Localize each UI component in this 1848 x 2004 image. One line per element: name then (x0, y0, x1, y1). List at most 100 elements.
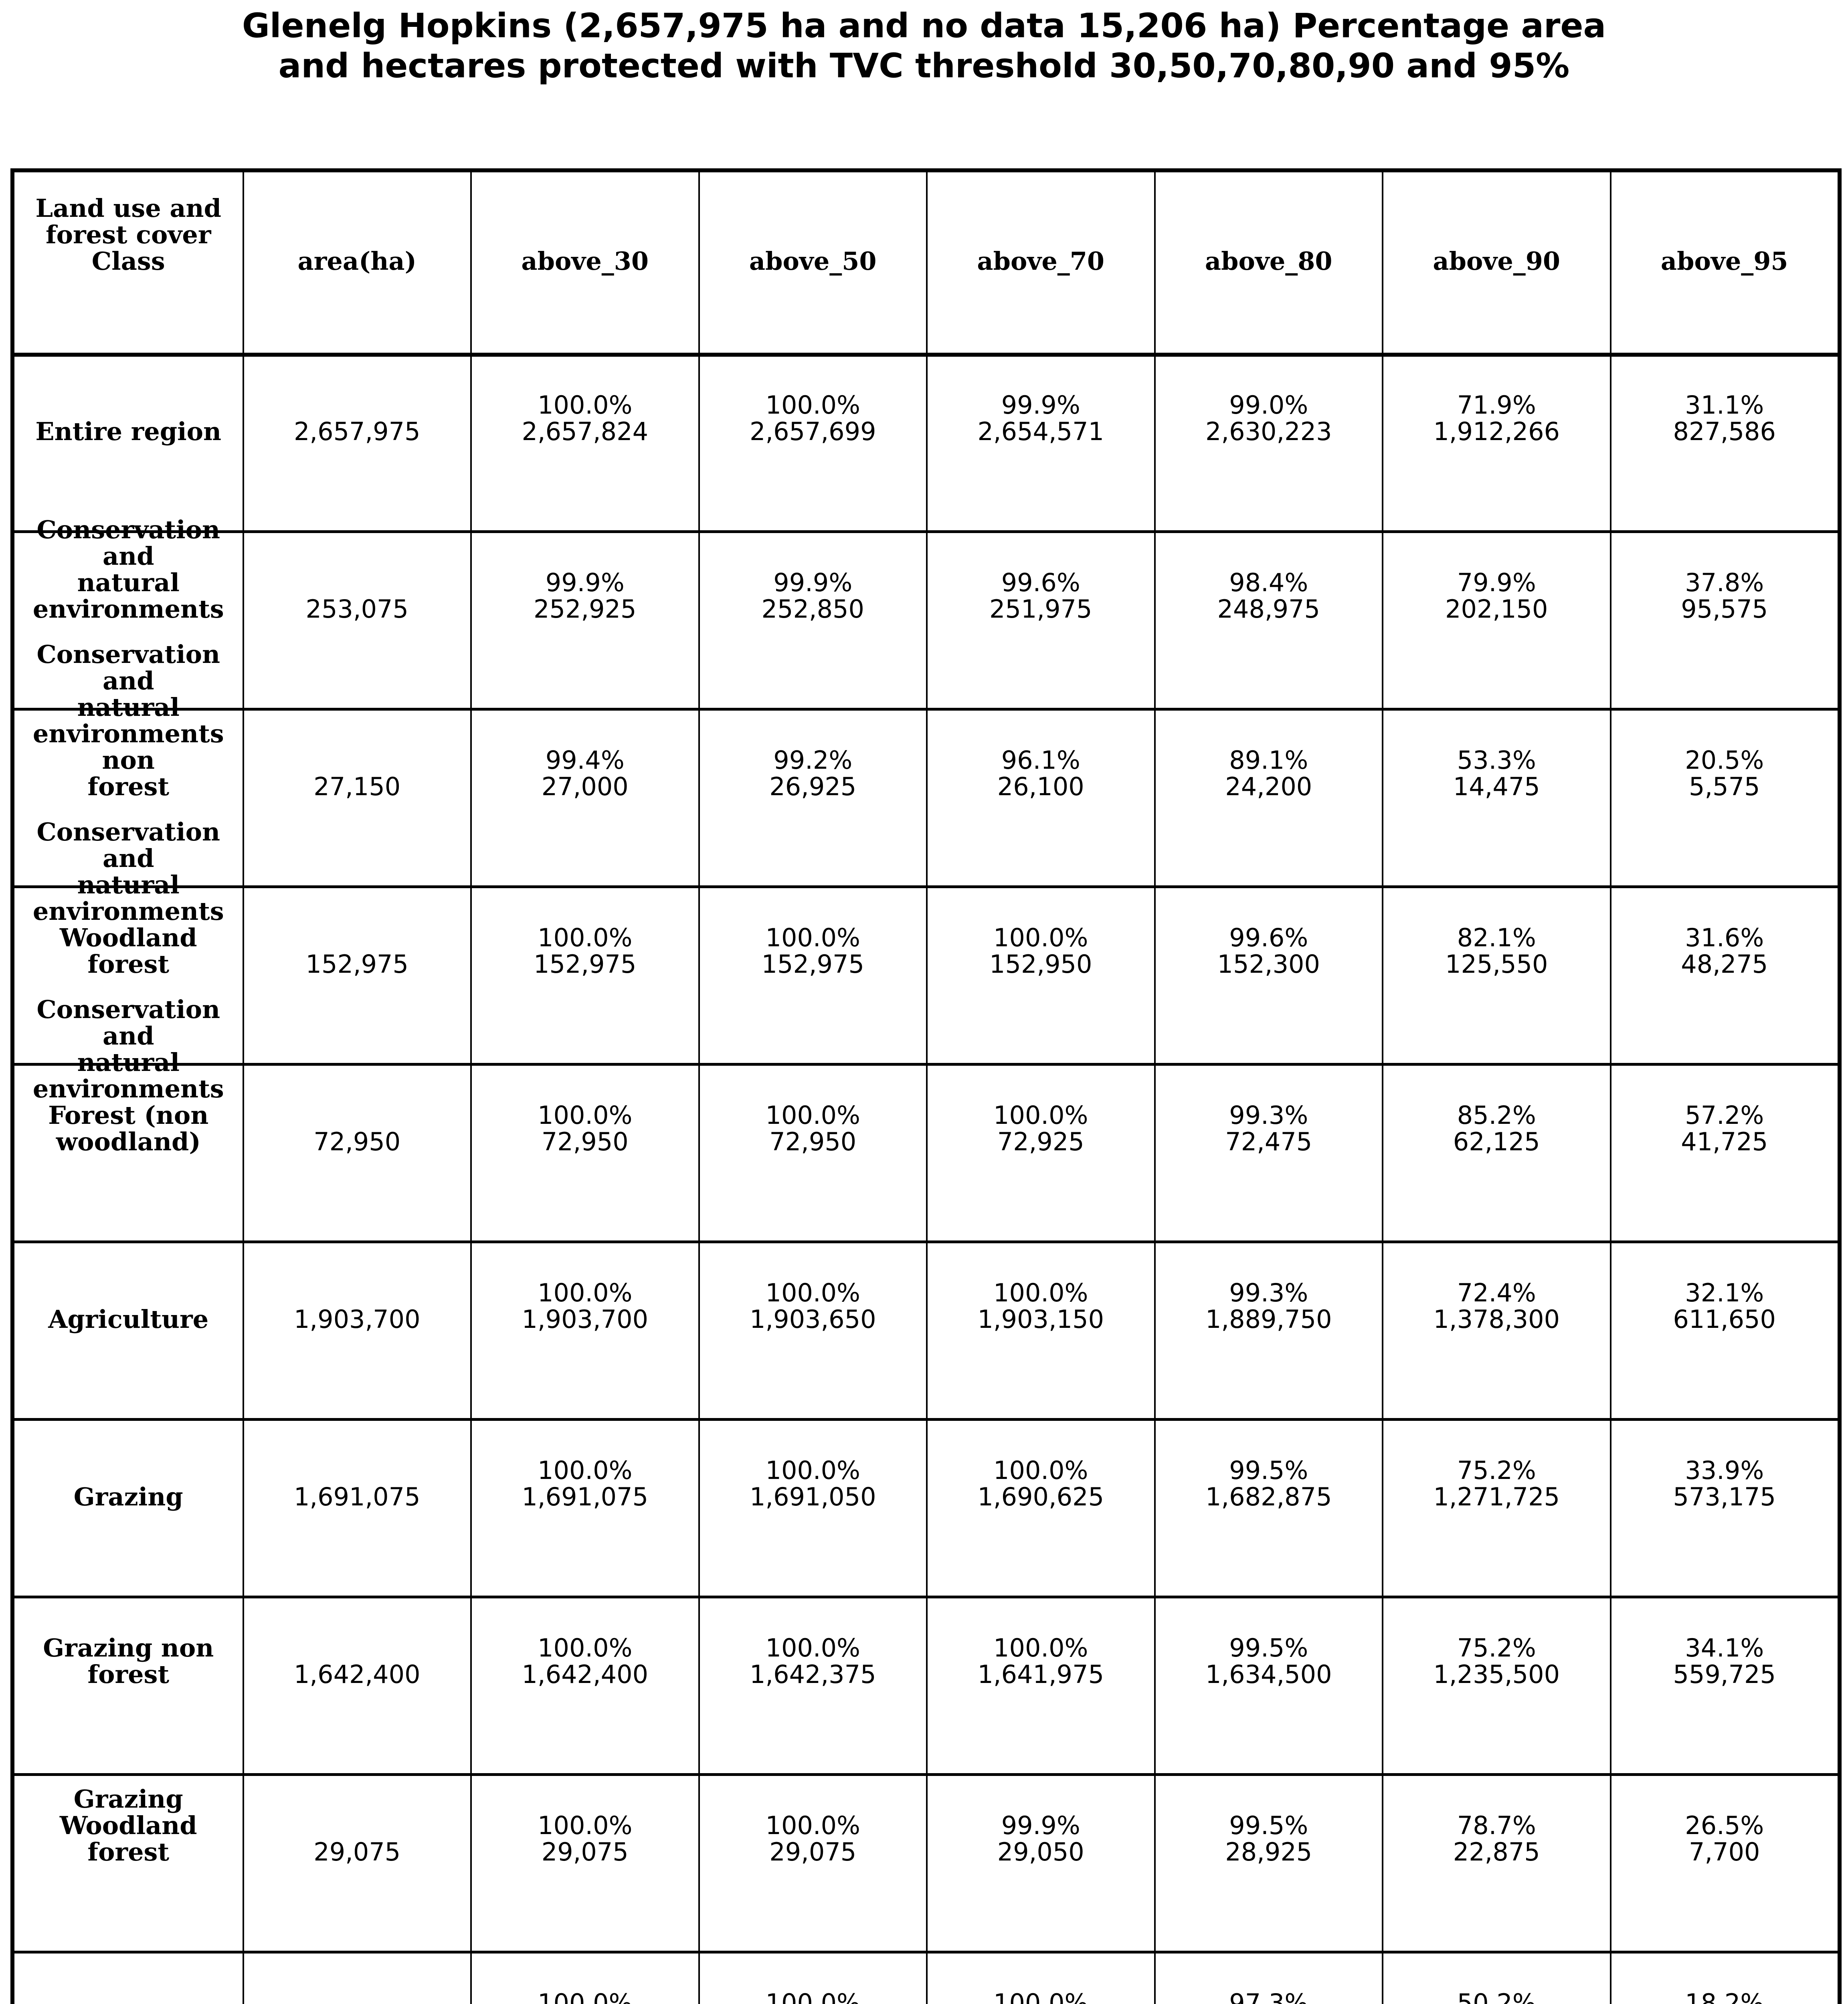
threshold-cell-above_95: 31.1% 827,586 (1609, 357, 1838, 530)
table-header-row: Land use and forest cover Class area(ha) a… (14, 172, 1838, 353)
percent-value: 37.8% (1685, 568, 1764, 597)
threshold-cell-above_50: 100.0% 1,691,050 (698, 1421, 926, 1596)
header-label: Land use and forest cover Class (35, 194, 221, 276)
percent-value: 99.2% (773, 745, 853, 775)
percent-value: 99.3% (1229, 1278, 1308, 1307)
area-value: 1,642,400 (293, 1660, 421, 1689)
threshold-cell-above_90: 75.2% 1,235,500 (1382, 1598, 1610, 1773)
percent-value: 99.6% (1229, 923, 1308, 952)
percent-value: 71.9% (1457, 390, 1536, 420)
hectares-value: 1,634,500 (1205, 1660, 1332, 1689)
threshold-cell-above_90: 78.7% 22,875 (1382, 1776, 1610, 1951)
threshold-cell-above_95: 32.1% 611,650 (1609, 1243, 1838, 1418)
header-cell-2: above_30 (470, 172, 698, 353)
row-label: Grazing Woodland forest (59, 1784, 197, 1867)
percent-value: 99.0% (1229, 390, 1308, 420)
table-row: Conservation and natural environments Fo… (14, 996, 1838, 1240)
hectares-value: 72,950 (541, 1127, 629, 1156)
threshold-cell-above_30: 100.0% 2,657,824 (470, 357, 698, 530)
row-label: Grazing non forest (43, 1633, 214, 1689)
area-value: 1,903,700 (293, 1305, 421, 1334)
header-cell-3: above_50 (698, 172, 926, 353)
hectares-value: 611,650 (1673, 1305, 1776, 1334)
threshold-cell-above_50: 100.0% 72,950 (698, 1066, 926, 1240)
threshold-cell-above_95: 34.1% 559,725 (1609, 1598, 1838, 1773)
percent-value: 100.0% (993, 1101, 1088, 1130)
percent-value: 100.0% (993, 923, 1088, 952)
percent-value: 100.0% (538, 1456, 633, 1485)
threshold-values: 79.9% 202,150 (1384, 570, 1609, 622)
threshold-cell-above_50: 99.2% 26,925 (698, 711, 926, 885)
threshold-cell-above_50: 100.0% 29,075 (698, 1776, 926, 1951)
hectares-value: 1,682,875 (1205, 1482, 1332, 1511)
threshold-cell-above_30: 100.0% 1,903,700 (470, 1243, 698, 1418)
percent-value: 99.9% (1001, 1811, 1080, 1840)
title-line-2: and hectares protected with TVC threshol… (278, 46, 1570, 85)
threshold-values: 100.0% 1,642,375 (701, 1635, 926, 1688)
threshold-values: 100.0% 152,975 (473, 925, 698, 978)
area-cell: 72,950 (242, 1066, 471, 1240)
percent-value: 99.5% (1229, 1633, 1308, 1663)
area-value: 152,975 (305, 949, 408, 979)
percent-value: 26.5% (1685, 1811, 1764, 1840)
threshold-cell-above_90: 71.9% 1,912,266 (1382, 357, 1610, 530)
percent-value: 100.0% (765, 1633, 860, 1663)
percent-value: 100.0% (765, 1811, 860, 1840)
threshold-cell-above_90: 72.4% 1,378,300 (1382, 1243, 1610, 1418)
threshold-values: 99.9% 29,050 (928, 1812, 1153, 1865)
hectares-value: 252,925 (534, 594, 637, 624)
percent-value: 100.0% (993, 1456, 1088, 1485)
table-row: Grazing non forest 1,642,400 100.0% 1,642,4… (14, 1596, 1838, 1773)
hectares-value: 72,925 (997, 1127, 1084, 1156)
hectares-value: 41,725 (1681, 1127, 1768, 1156)
threshold-cell-above_80: 98.4% 248,975 (1154, 533, 1382, 708)
threshold-values: 85.2% 62,125 (1384, 1102, 1609, 1155)
percent-value: 100.0% (538, 1101, 633, 1130)
threshold-cell-above_80: 99.6% 152,300 (1154, 888, 1382, 1063)
page-title: Glenelg Hopkins (2,657,975 ha and no dat… (0, 6, 1848, 86)
percent-value: 20.5% (1685, 745, 1764, 775)
hectares-value: 95,575 (1681, 594, 1768, 624)
threshold-cell-above_90: 85.2% 62,125 (1382, 1066, 1610, 1240)
threshold-cell-above_95: 20.5% 5,575 (1609, 711, 1838, 885)
percent-value: 99.5% (1229, 1456, 1308, 1485)
area-cell: 1,903,700 (242, 1243, 471, 1418)
row-label: Conservation and natural environments no… (32, 640, 224, 801)
percent-value: 100.0% (538, 1988, 633, 2004)
table-row: Agriculture 1,903,700 100.0% 1,903,700 100.0… (14, 1240, 1838, 1418)
percent-value: 31.6% (1685, 923, 1764, 952)
threshold-cell-above_95: 26.5% 7,700 (1609, 1776, 1838, 1951)
hectares-value: 1,271,725 (1433, 1482, 1560, 1511)
row-label-cell: Cropping (14, 1953, 243, 2004)
percent-value: 100.0% (538, 1278, 633, 1307)
percent-value: 96.1% (1001, 745, 1080, 775)
threshold-cell-above_30: 100.0% 152,975 (470, 888, 698, 1063)
hectares-value: 48,275 (1681, 949, 1768, 979)
threshold-values: 100.0% 1,642,400 (473, 1635, 698, 1688)
threshold-cell-above_70: 100.0% 1,641,975 (926, 1598, 1154, 1773)
threshold-cell-above_70: 100.0% 1,690,625 (926, 1421, 1154, 1596)
area-cell: 27,150 (242, 711, 471, 885)
threshold-cell-above_30: 99.4% 27,000 (470, 711, 698, 885)
area-cell: 152,975 (242, 888, 471, 1063)
hectares-value: 29,050 (997, 1837, 1084, 1867)
threshold-values: 100.0% 72,925 (928, 1102, 1153, 1155)
percent-value: 97.3% (1229, 1988, 1308, 2004)
percent-value: 50.2% (1457, 1988, 1536, 2004)
threshold-values: 100.0% 2,657,699 (701, 392, 926, 445)
area-cell: 253,075 (242, 533, 471, 708)
threshold-values: 37.8% 95,575 (1612, 570, 1837, 622)
threshold-values: 50.2%105,850 (1384, 1990, 1609, 2004)
threshold-cell-above_50: 99.9% 252,850 (698, 533, 926, 708)
threshold-cell-above_50: 100.0% 152,975 (698, 888, 926, 1063)
threshold-cell-above_30: 99.9% 252,925 (470, 533, 698, 708)
percent-value: 100.0% (765, 1101, 860, 1130)
header-label: above_50 (749, 246, 877, 276)
percent-value: 75.2% (1457, 1633, 1536, 1663)
land-use-table: Land use and forest cover Class area(ha) a… (10, 168, 1842, 2004)
threshold-values: 78.7% 22,875 (1384, 1812, 1609, 1865)
percent-value: 57.2% (1685, 1101, 1764, 1130)
row-label-cell: Conservation and natural environments no… (14, 641, 243, 885)
threshold-values: 100.0% 1,691,075 (473, 1457, 698, 1510)
